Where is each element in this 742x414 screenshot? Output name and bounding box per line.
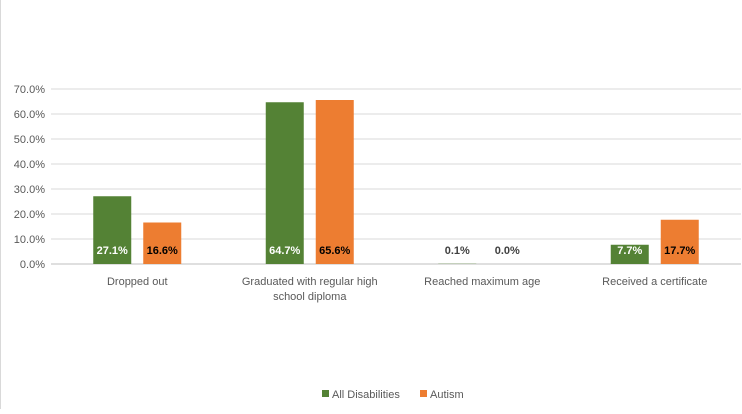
- y-tick-label: 40.0%: [14, 159, 45, 171]
- bar-all-disabilities: [266, 102, 304, 264]
- y-tick-label: 20.0%: [14, 209, 45, 221]
- x-category-label: Received a certificate: [602, 276, 707, 288]
- data-label: 0.0%: [495, 245, 520, 257]
- y-tick-label: 10.0%: [14, 234, 45, 246]
- x-category-label: Graduated with regular high: [242, 276, 378, 288]
- legend-label: All Disabilities: [332, 389, 400, 401]
- legend-swatch: [420, 390, 427, 397]
- bar-autism: [661, 220, 699, 264]
- x-category-label: Reached maximum age: [424, 276, 540, 288]
- data-label: 64.7%: [269, 245, 300, 257]
- y-tick-label: 60.0%: [14, 109, 45, 121]
- data-label: 16.6%: [147, 245, 178, 257]
- bar-autism: [316, 100, 354, 264]
- data-label: 0.1%: [445, 245, 470, 257]
- legend-label: Autism: [430, 389, 464, 401]
- bar-autism: [143, 223, 181, 265]
- x-category-label: school diploma: [273, 291, 347, 303]
- data-label: 17.7%: [664, 245, 695, 257]
- y-tick-label: 0.0%: [20, 259, 45, 271]
- y-tick-label: 30.0%: [14, 184, 45, 196]
- x-category-label: Dropped out: [107, 276, 168, 288]
- y-tick-label: 50.0%: [14, 134, 45, 146]
- data-label: 65.6%: [319, 245, 350, 257]
- legend-swatch: [322, 390, 329, 397]
- y-tick-label: 70.0%: [14, 84, 45, 96]
- data-label: 27.1%: [97, 245, 128, 257]
- data-label: 7.7%: [617, 245, 642, 257]
